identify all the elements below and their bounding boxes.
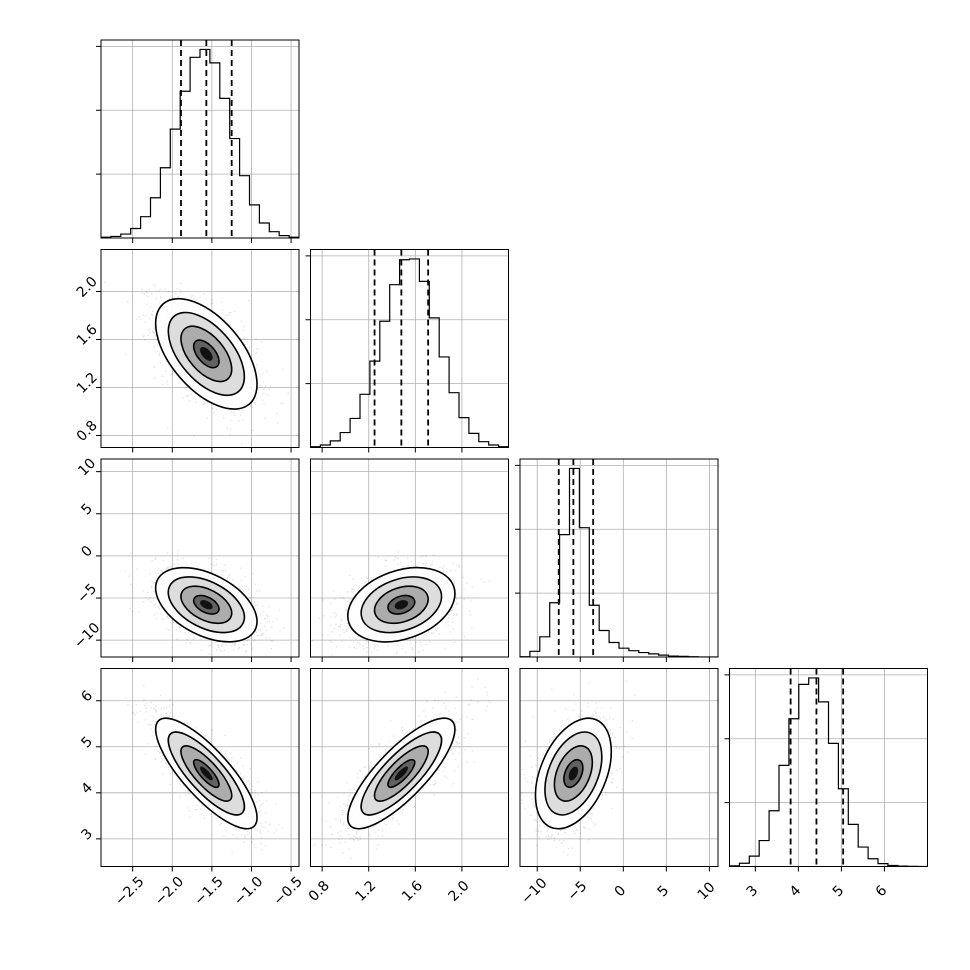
x-tick-label: −1.0 bbox=[231, 874, 266, 909]
x-tick-label: −2.5 bbox=[112, 874, 147, 909]
contour-line bbox=[167, 311, 246, 397]
contour-line bbox=[192, 758, 220, 789]
density-peak bbox=[199, 346, 213, 361]
histogram-panel-0 bbox=[96, 39, 300, 243]
y-tick-label: 0.8 bbox=[74, 418, 101, 445]
panel-frame bbox=[519, 668, 719, 867]
contour-line bbox=[534, 717, 613, 830]
contour-line bbox=[373, 585, 429, 625]
contour-line bbox=[346, 717, 456, 830]
panel-frame bbox=[310, 249, 509, 448]
x-tick-label: −0.5 bbox=[271, 874, 306, 909]
y-tick-label: 5 bbox=[78, 501, 96, 519]
y-tick-label: 1.6 bbox=[74, 322, 101, 349]
contour-line bbox=[553, 745, 594, 802]
density-peak bbox=[199, 766, 213, 781]
contour-line bbox=[154, 297, 258, 410]
histogram-panel-1 bbox=[305, 249, 509, 453]
y-tick-label: 4 bbox=[78, 780, 96, 798]
contour-line bbox=[387, 594, 416, 615]
contour-line bbox=[544, 731, 603, 816]
y-tick-label: −10 bbox=[71, 620, 103, 652]
panel-frame bbox=[519, 458, 719, 658]
contour-line bbox=[180, 585, 233, 625]
contour-line bbox=[192, 594, 220, 615]
scatter-panel-2-1 bbox=[310, 458, 509, 662]
contour-line bbox=[154, 566, 258, 643]
scatter-points bbox=[521, 680, 636, 856]
density-peak bbox=[394, 766, 409, 781]
contour-line bbox=[180, 325, 233, 383]
histogram-panel-2 bbox=[515, 458, 719, 662]
y-tick-label: 6 bbox=[78, 688, 96, 706]
panel-frame bbox=[729, 668, 928, 867]
contour-line bbox=[154, 717, 258, 830]
histogram-panel-3: 3 4 5 6 bbox=[724, 668, 928, 901]
y-tick-label: 10 bbox=[75, 455, 99, 479]
x-tick-label: 5 bbox=[830, 883, 848, 901]
scatter-panel-1-0: 0.8 1.2 1.6 2.0 bbox=[74, 249, 300, 453]
x-tick-label: 4 bbox=[787, 882, 805, 900]
x-tick-label: 10 bbox=[695, 879, 719, 903]
contour-line bbox=[180, 745, 233, 802]
x-tick-label: 6 bbox=[873, 882, 891, 900]
x-tick-label: 1.2 bbox=[352, 878, 379, 905]
scatter-panel-3-1: 0.8 1.2 1.6 2.0 bbox=[306, 668, 509, 905]
contour-line bbox=[192, 339, 220, 369]
panel-frame bbox=[100, 458, 300, 658]
panel-frame bbox=[100, 39, 300, 239]
scatter-panel-3-0: 3 4 5 6 −2.5 −2.0 −1.5 −1.0 −0.5 bbox=[78, 668, 306, 909]
x-tick-label: 0.8 bbox=[306, 878, 333, 905]
x-tick-label: −1.5 bbox=[191, 874, 226, 909]
y-tick-label: 0 bbox=[78, 543, 96, 561]
x-tick-label: 1.6 bbox=[399, 878, 426, 905]
x-tick-label: −10 bbox=[518, 875, 550, 907]
panel-frame bbox=[100, 668, 300, 867]
contour-line bbox=[360, 576, 443, 634]
panel-frame bbox=[310, 458, 509, 658]
x-tick-label: 5 bbox=[655, 883, 673, 901]
x-tick-label: 2.0 bbox=[446, 878, 473, 905]
y-tick-label: −5 bbox=[74, 581, 100, 607]
x-tick-label: −5 bbox=[564, 878, 590, 904]
contour-line bbox=[167, 731, 246, 816]
x-tick-label: −2.0 bbox=[152, 874, 187, 909]
panel-frame bbox=[310, 668, 509, 867]
contour-line bbox=[360, 731, 443, 816]
density-peak bbox=[199, 600, 213, 610]
contour-line bbox=[167, 576, 246, 634]
x-tick-label: 3 bbox=[744, 883, 762, 901]
scatter-panel-3-2: −10 −5 0 5 10 bbox=[518, 668, 719, 907]
histogram-step bbox=[101, 48, 299, 238]
contour-line bbox=[387, 758, 416, 789]
panel-frame bbox=[100, 249, 300, 448]
histogram-step bbox=[310, 258, 509, 448]
x-tick-label: 0 bbox=[612, 883, 630, 901]
scatter-panel-2-0: −10 −5 0 5 10 bbox=[71, 455, 300, 662]
density-peak bbox=[394, 600, 409, 610]
contour-line bbox=[563, 758, 584, 789]
contour-line bbox=[346, 566, 456, 643]
contour-line bbox=[373, 745, 429, 802]
histogram-step bbox=[520, 467, 718, 657]
y-tick-label: 5 bbox=[78, 734, 96, 752]
y-tick-label: 1.2 bbox=[74, 370, 101, 397]
y-tick-label: 3 bbox=[78, 826, 96, 844]
histogram-step bbox=[729, 677, 928, 867]
y-tick-label: 2.0 bbox=[74, 274, 101, 301]
density-peak bbox=[568, 766, 579, 781]
